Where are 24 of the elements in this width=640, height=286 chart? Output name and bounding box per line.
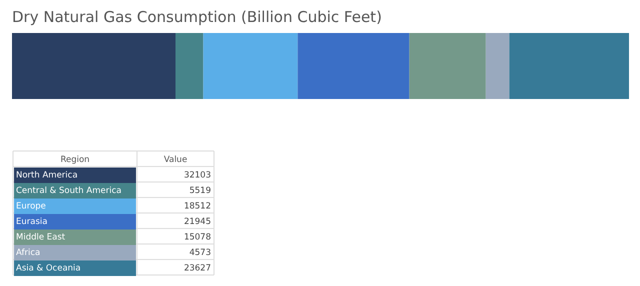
bar bbox=[12, 33, 176, 99]
category-label: Africa bbox=[16, 248, 40, 258]
data-label: 4573 bbox=[189, 248, 211, 258]
data-label: 15078 bbox=[184, 232, 211, 242]
data-label: 23627 bbox=[184, 263, 211, 274]
chart-title: Dry Natural Gas Consumption (Billion Cubic Feet) bbox=[12, 8, 382, 26]
category-label: Middle East bbox=[16, 232, 66, 242]
data-label: 21945 bbox=[184, 216, 211, 227]
text: Value bbox=[164, 154, 188, 165]
category-label: Europe bbox=[16, 201, 46, 212]
bar bbox=[509, 33, 629, 99]
bar bbox=[409, 33, 486, 99]
bar bbox=[203, 33, 298, 99]
category-label: Asia & Oceania bbox=[16, 263, 81, 274]
data-label: 5519 bbox=[189, 186, 211, 196]
category-label: Eurasia bbox=[16, 216, 48, 227]
bar bbox=[298, 33, 410, 99]
text: Region bbox=[60, 154, 90, 165]
bar bbox=[486, 33, 510, 99]
bar bbox=[176, 33, 204, 99]
data-label: 18512 bbox=[184, 201, 211, 212]
data-label: 32103 bbox=[184, 170, 211, 180]
category-label: Central & South America bbox=[16, 186, 122, 196]
category-label: North America bbox=[16, 170, 78, 180]
